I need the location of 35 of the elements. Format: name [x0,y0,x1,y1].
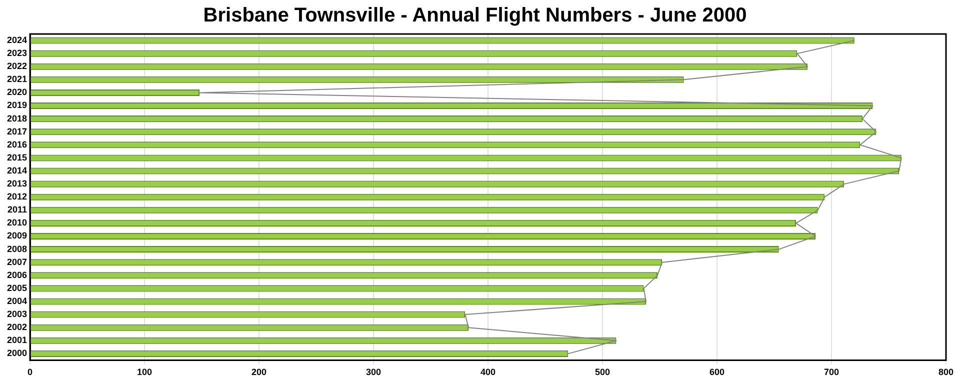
y-tick-label: 2018 [6,113,28,124]
y-tick-label: 2012 [6,192,28,202]
y-tick-label: 2007 [6,256,28,267]
x-tick-label: 600 [709,367,725,378]
x-tick-label: 800 [938,367,954,378]
y-tick-label: 2024 [6,35,28,46]
x-tick-label: 0 [28,367,33,378]
x-tick-label: 100 [137,367,152,378]
y-tick-label: 2020 [6,87,28,98]
x-tick-label: 300 [366,367,382,378]
y-tick-label: 2005 [6,282,28,293]
x-tick-label: 200 [252,367,267,378]
y-tick-label: 2021 [6,74,28,84]
y-tick-label: 2011 [7,204,28,215]
chart-title: Brisbane Townsville - Annual Flight Numbers - June 2000 [203,4,747,27]
y-tick-label: 2003 [6,309,28,320]
y-tick-label: 2016 [6,139,28,150]
y-tick-label: 2004 [6,296,28,306]
y-tick-label: 2023 [6,48,28,58]
y-tick-label: 2000 [6,348,28,358]
y-tick-label: 2009 [6,230,28,241]
y-tick-label: 2017 [6,126,28,136]
y-tick-label: 2006 [6,270,28,280]
y-tick-label: 2014 [6,165,28,176]
x-tick-label: 700 [824,367,840,378]
y-tick-label: 2015 [6,152,28,162]
y-tick-label: 2002 [6,322,28,332]
y-tick-label: 2013 [6,178,28,189]
y-tick-label: 2019 [6,100,28,110]
y-tick-label: 2001 [6,335,28,346]
y-tick-label: 2010 [6,218,28,228]
x-tick-label: 500 [594,367,610,378]
x-tick-label: 400 [480,367,496,378]
y-tick-label: 2022 [6,61,28,72]
y-tick-label: 2008 [6,244,28,254]
